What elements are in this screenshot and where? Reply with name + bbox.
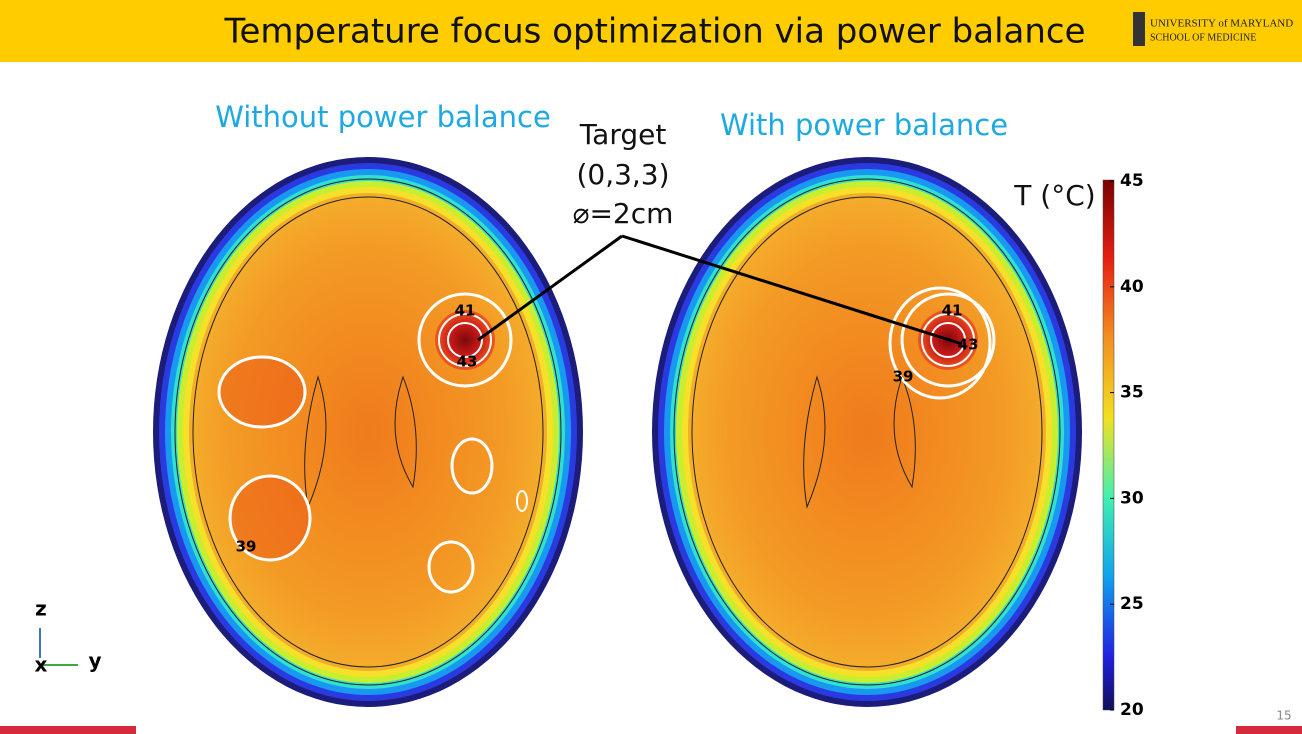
contour-white: [217, 355, 307, 429]
footer-bar: [1236, 726, 1302, 734]
contour-white: [888, 286, 992, 400]
contour-white: [450, 437, 494, 495]
contour-white: [427, 540, 475, 594]
colorbar-tick-label: 35: [1120, 383, 1144, 403]
contour-label: 41: [942, 302, 963, 320]
contour-label: 41: [455, 302, 476, 320]
axis-label: x: [35, 653, 48, 677]
page-number: 15: [1276, 709, 1291, 723]
colorbar-tick-label: 20: [1120, 700, 1144, 720]
colorbar-tick-label: 40: [1120, 277, 1144, 297]
colorbar-tick-label: 45: [1120, 171, 1144, 191]
logo-text: UNIVERSITY of MARYLAND: [1150, 18, 1293, 30]
contour-white: [438, 313, 492, 367]
pointer-line: [477, 234, 623, 342]
colorbar-tick-label: 30: [1120, 488, 1144, 508]
ventricle: [803, 375, 916, 509]
colorbar-label: T (°C): [1013, 179, 1095, 212]
annotation-text: Target: [579, 118, 667, 151]
contour-white: [417, 292, 513, 388]
head-interior: [688, 193, 1046, 671]
contour: [673, 178, 1061, 686]
panel-title: Without power balance: [215, 100, 551, 134]
slide-title: Temperature focus optimization via power…: [223, 12, 1085, 52]
colorbar: [1102, 179, 1115, 711]
colorbar-tick-label: 25: [1120, 594, 1144, 614]
contour-white: [228, 474, 312, 562]
axis-label: z: [35, 597, 47, 621]
header-bar: [0, 0, 1302, 62]
pointer-line: [621, 234, 963, 346]
contour-label: 43: [457, 353, 478, 371]
contour-white: [447, 322, 483, 358]
contour-white: [930, 322, 966, 358]
contour-label: 39: [236, 538, 257, 556]
contour: [174, 178, 562, 686]
axis-label: y: [88, 649, 101, 673]
panel-title: With power balance: [720, 108, 1008, 142]
contour-white: [921, 313, 975, 367]
footer-bar: [0, 726, 136, 734]
annotation-text: (0,3,3): [576, 158, 669, 191]
hot-spot: [435, 310, 495, 370]
head-interior: [189, 193, 547, 671]
logo-mark: [1133, 12, 1145, 46]
annotation-text: ⌀=2cm: [573, 197, 674, 230]
contour-white: [516, 490, 528, 512]
contour-white: [900, 292, 996, 388]
contour-label: 43: [958, 336, 979, 354]
contour-label: 39: [893, 368, 914, 386]
logo-text: SCHOOL OF MEDICINE: [1150, 32, 1256, 43]
contour: [192, 196, 544, 668]
contour: [691, 196, 1043, 668]
